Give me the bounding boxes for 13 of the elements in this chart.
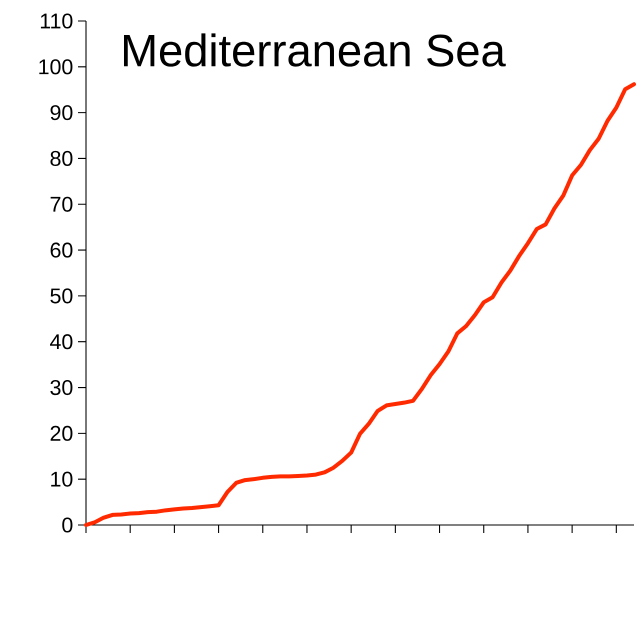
- y-tick-label: 50: [50, 288, 72, 304]
- y-tick-label: 10: [51, 472, 72, 487]
- y-tick-label: 80: [50, 150, 72, 166]
- y-tick-label: 30: [50, 380, 72, 396]
- y-tick-label: 20: [50, 426, 72, 441]
- y-tick-label: 100: [39, 59, 72, 74]
- y-tick-label: 110: [40, 13, 72, 29]
- y-tick-label: 60: [50, 242, 72, 258]
- y-tick-label: 70: [50, 196, 72, 212]
- chart-title: Mediterranean Sea: [124, 33, 506, 67]
- y-tick-label: 90: [50, 105, 72, 120]
- y-tick-label: 0: [62, 517, 72, 533]
- y-tick-label: 40: [50, 334, 72, 350]
